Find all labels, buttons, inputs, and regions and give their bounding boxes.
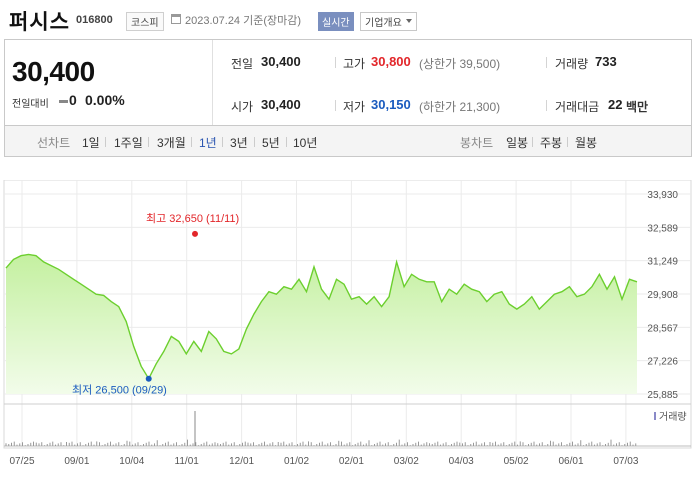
volume-legend-swatch	[654, 412, 656, 420]
change-percent: 0.00%	[85, 92, 125, 108]
trade-amount-unit: 백만	[626, 100, 649, 114]
market-badge: 코스피	[126, 12, 164, 31]
chevron-down-icon	[405, 19, 412, 23]
volume-legend-label: 거래량	[659, 411, 687, 423]
divider	[286, 137, 287, 147]
candle-chart-label: 봉차트	[460, 136, 494, 150]
tab-weekly-candle[interactable]: 주봉	[540, 136, 563, 150]
volume-label: 거래량	[555, 57, 589, 71]
divider	[546, 100, 547, 111]
divider	[335, 57, 336, 68]
divider	[335, 100, 336, 111]
tab-3y[interactable]: 3년	[230, 136, 248, 150]
x-tick-label: 09/01	[64, 456, 89, 467]
calendar-icon	[171, 14, 181, 24]
min-annotation: 최저 26,500 (09/29)	[72, 384, 167, 397]
x-tick-label: 07/03	[613, 456, 638, 467]
x-tick-label: 04/03	[449, 456, 474, 467]
chart-frame	[3, 180, 692, 449]
divider	[254, 137, 255, 147]
divider	[148, 137, 149, 147]
x-tick-label: 02/01	[339, 456, 364, 467]
price-chart[interactable]: 33,930 32,589 31,249 29,908 28,567 27,226 25,8…	[0, 180, 692, 478]
price-area	[6, 254, 637, 394]
divider	[105, 137, 106, 147]
tab-1d[interactable]: 1일	[82, 136, 100, 150]
x-tick-label: 01/02	[284, 456, 309, 467]
base-date: 2023.07.24 기준(장마감)	[185, 15, 302, 27]
line-chart-label: 선차트	[37, 136, 71, 150]
y-tick-label: 28,567	[647, 323, 678, 334]
y-tick-label: 33,930	[647, 190, 678, 201]
price-chart-svg: 33,930 32,589 31,249 29,908 28,567 27,226 25,8…	[3, 180, 692, 467]
divider	[567, 137, 568, 147]
tab-monthly-candle[interactable]: 월봉	[575, 136, 598, 150]
tab-1w[interactable]: 1주일	[114, 136, 143, 150]
high-value: 30,800	[371, 54, 411, 69]
low-value: 30,150	[371, 97, 411, 112]
tab-daily-candle[interactable]: 일봉	[506, 136, 529, 150]
high-label: 고가	[343, 57, 366, 71]
x-tick-label: 07/25	[9, 456, 34, 467]
current-price: 30,400	[12, 56, 95, 87]
y-tick-label: 32,589	[647, 223, 678, 234]
max-annotation: 최고 32,650 (11/11)	[146, 212, 239, 225]
no-change-icon	[59, 100, 68, 103]
x-tick-label: 06/01	[558, 456, 583, 467]
low-label: 저가	[343, 100, 366, 114]
y-tick-label: 25,885	[647, 390, 678, 401]
realtime-button[interactable]: 실시간	[318, 12, 354, 31]
y-tick-label: 29,908	[647, 290, 678, 301]
x-tick-label: 10/04	[119, 456, 144, 467]
divider	[532, 137, 533, 147]
stock-name: 퍼시스	[9, 11, 70, 34]
trade-amount-label: 거래대금	[555, 100, 600, 114]
stock-code: 016800	[76, 14, 113, 26]
prev-close-label: 전일	[231, 57, 254, 71]
tab-1y[interactable]: 1년	[199, 136, 217, 150]
price-line	[5, 253, 638, 381]
divider	[191, 137, 192, 147]
chart-period-tabs: 선차트 1일 1주일 3개월 1년 3년 5년 10년 봉차트 일봉 주봉 월봉	[4, 125, 692, 157]
change-value: 0	[69, 92, 77, 108]
volume-value: 733	[595, 54, 617, 69]
max-marker	[192, 230, 198, 237]
stock-header: 퍼시스 016800 코스피 2023.07.24 기준(장마감) 실시간 기업…	[0, 0, 692, 40]
x-tick-label: 03/02	[394, 456, 419, 467]
tab-3m[interactable]: 3개월	[157, 136, 186, 150]
open-value: 30,400	[261, 97, 301, 112]
upper-limit: (상한가 39,500)	[419, 57, 501, 71]
tab-5y[interactable]: 5년	[262, 136, 280, 150]
y-tick-label: 27,226	[647, 357, 678, 368]
x-tick-label: 05/02	[504, 456, 529, 467]
lower-limit: (하한가 21,300)	[419, 100, 501, 114]
divider	[222, 137, 223, 147]
prev-close-value: 30,400	[261, 54, 301, 69]
x-tick-label: 11/01	[175, 456, 200, 467]
y-tick-label: 31,249	[647, 257, 678, 268]
trade-amount-value: 22	[608, 97, 623, 112]
open-label: 시가	[231, 100, 254, 114]
change-label: 전일대비	[12, 99, 49, 110]
tab-10y[interactable]: 10년	[293, 136, 318, 150]
x-tick-label: 12/01	[229, 456, 254, 467]
quote-summary: 30,400 전일대비 0 0.00% 전일 30,400 고가 30,800 …	[4, 39, 692, 125]
divider	[212, 40, 213, 125]
divider	[546, 57, 547, 68]
min-marker	[145, 375, 152, 382]
company-overview-dropdown[interactable]: 기업개요	[360, 12, 417, 31]
